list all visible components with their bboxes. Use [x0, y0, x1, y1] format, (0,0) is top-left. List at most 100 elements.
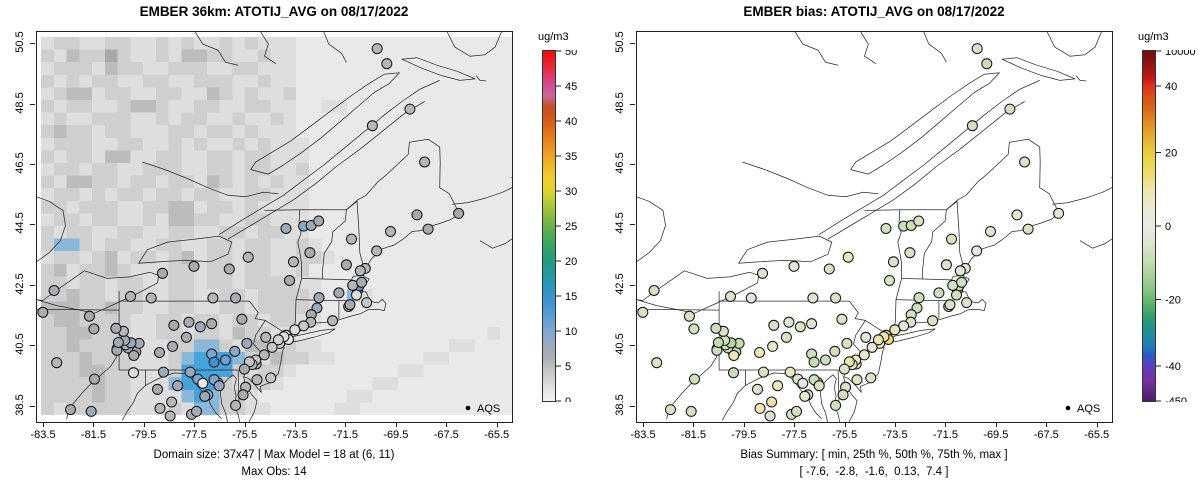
- station-dot: [112, 336, 124, 349]
- station-dot: [371, 245, 383, 257]
- station-dot: [124, 290, 137, 303]
- station-dot: [1019, 156, 1031, 168]
- station-dot: [51, 357, 63, 369]
- station-dot: [790, 405, 803, 417]
- station-dot: [971, 245, 983, 257]
- y-axis-tick: [30, 224, 35, 226]
- colorbar-tick-label: 10000: [1165, 50, 1196, 58]
- x-axis-tick-label: -69.5: [383, 429, 409, 441]
- station-dot: [371, 43, 383, 55]
- x-axis-tick-label: -73.5: [882, 429, 908, 441]
- y-axis-tick-label: 48.5: [14, 91, 26, 114]
- station-dot: [333, 287, 345, 299]
- x-axis-tick: [395, 422, 397, 427]
- station-dot: [404, 103, 416, 115]
- station-dot: [837, 389, 849, 401]
- bias-colorbar-svg: 10000 40 20 0 -20 -40 -450: [1142, 46, 1196, 408]
- x-axis-tick-label: -69.5: [983, 429, 1009, 441]
- x-axis-tick: [995, 422, 997, 427]
- station-dot: [238, 363, 250, 375]
- station-dot: [971, 43, 983, 55]
- station-dot: [88, 323, 100, 335]
- station-dot: [183, 316, 195, 328]
- station-dot: [48, 284, 60, 297]
- y-axis-tick-label: 42.5: [614, 273, 626, 295]
- station-dot: [156, 267, 169, 279]
- station-dot: [799, 390, 811, 402]
- station-dot: [265, 372, 277, 384]
- station-dot: [1053, 207, 1065, 219]
- map-outlines: [37, 32, 512, 422]
- station-dot: [784, 366, 796, 378]
- station-dot: [851, 374, 863, 386]
- colorbar-tick-label: 5: [565, 361, 571, 373]
- station-dot: [797, 377, 809, 389]
- y-axis-tick: [630, 164, 635, 166]
- page-title: EMBER 36km: ATOTIJ_AVG on 08/17/2022: [139, 4, 409, 19]
- colorbar-tick-label: 20: [565, 256, 577, 268]
- y-axis-tick-label: 48.5: [614, 91, 626, 114]
- station-dot: [64, 404, 77, 416]
- y-axis-tick: [630, 345, 635, 347]
- y-axis-tick-label: 40.5: [614, 333, 626, 356]
- x-axis-tick: [93, 422, 95, 427]
- station-dot: [927, 315, 939, 327]
- station-dot: [648, 284, 660, 297]
- station-dot: [913, 215, 925, 227]
- station-dot: [128, 349, 140, 362]
- station-dot: [756, 267, 769, 279]
- bias-colorbar-unit: ug/m3: [1138, 31, 1169, 43]
- station-dot: [223, 263, 235, 275]
- colorbar-tick-label: -20: [1165, 295, 1181, 307]
- x-axis-tick-label: -71.5: [932, 429, 958, 441]
- colorbar-tick-label: 25: [565, 221, 577, 233]
- model-map-svg: AQS: [37, 32, 512, 422]
- station-dot: [219, 354, 232, 366]
- x-axis-tick: [194, 422, 196, 427]
- station-dot: [208, 356, 220, 368]
- aqs-legend-label: AQS: [477, 403, 500, 415]
- x-axis-tick: [1096, 422, 1098, 427]
- y-axis-tick-label: 50.5: [14, 31, 26, 53]
- station-dot: [710, 322, 722, 334]
- station-dot: [354, 265, 366, 277]
- station-dot: [199, 390, 211, 402]
- colorbar-tick-label: -450: [1165, 396, 1187, 402]
- station-dot: [258, 349, 270, 361]
- station-dot: [167, 340, 179, 352]
- station-dot: [913, 292, 925, 304]
- station-dot: [381, 58, 393, 70]
- station-dot: [37, 306, 49, 318]
- station-dot: [344, 299, 356, 311]
- station-dot: [350, 289, 363, 301]
- x-axis-tick-label: -75.5: [832, 429, 858, 441]
- station-dot: [841, 337, 853, 349]
- station-dot: [757, 366, 770, 378]
- station-dot: [950, 289, 963, 301]
- station-dot: [237, 389, 249, 401]
- y-axis-tick: [630, 43, 635, 45]
- station-dot: [838, 363, 850, 375]
- station-dot: [194, 321, 206, 333]
- x-axis-tick: [844, 422, 846, 427]
- y-axis-tick-label: 38.5: [14, 394, 26, 416]
- station-dot: [1004, 103, 1016, 115]
- x-axis-tick: [945, 422, 947, 427]
- station-dot: [866, 341, 878, 353]
- colorbar-gradient: [1142, 50, 1156, 402]
- station-dot: [727, 367, 740, 379]
- station-dot: [981, 58, 993, 70]
- station-dot: [266, 341, 278, 353]
- x-axis-tick: [244, 422, 246, 427]
- station-dot: [842, 251, 854, 263]
- station-dot: [794, 321, 806, 333]
- station-dot: [411, 209, 423, 221]
- x-axis-tick: [794, 422, 796, 427]
- y-axis-tick: [630, 284, 635, 286]
- y-axis-tick-label: 40.5: [14, 333, 26, 356]
- station-dot: [154, 402, 166, 414]
- page-title: EMBER bias: ATOTIJ_AVG on 08/17/2022: [743, 4, 1005, 19]
- model-caption-maxobs: Max Obs: 14: [241, 466, 307, 478]
- station-dot: [313, 215, 325, 227]
- x-axis-tick-label: -65.5: [484, 429, 510, 441]
